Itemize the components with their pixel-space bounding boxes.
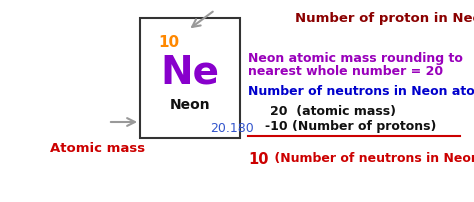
Text: Atomic mass: Atomic mass bbox=[50, 141, 145, 155]
Text: Neon: Neon bbox=[170, 98, 210, 112]
Text: 20  (atomic mass): 20 (atomic mass) bbox=[270, 105, 396, 118]
Text: 10: 10 bbox=[248, 152, 268, 167]
Text: Number of proton in Neon: Number of proton in Neon bbox=[295, 12, 474, 25]
Text: 10: 10 bbox=[158, 35, 179, 50]
Text: Ne: Ne bbox=[161, 53, 219, 91]
Bar bbox=[140, 18, 240, 138]
Text: Number of neutrons in Neon atom =: Number of neutrons in Neon atom = bbox=[248, 85, 474, 98]
Text: (Number of neutrons in Neon ): (Number of neutrons in Neon ) bbox=[270, 152, 474, 165]
Text: nearest whole number = 20: nearest whole number = 20 bbox=[248, 65, 443, 78]
Text: -10 (Number of protons): -10 (Number of protons) bbox=[265, 120, 437, 133]
Text: 20.180: 20.180 bbox=[210, 122, 254, 135]
Text: Neon atomic mass rounding to: Neon atomic mass rounding to bbox=[248, 52, 463, 65]
